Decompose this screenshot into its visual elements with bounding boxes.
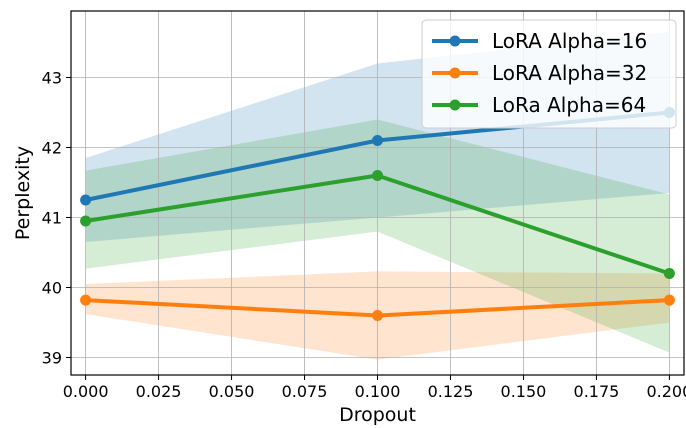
x-tick-label-4: 0.100 (355, 382, 401, 401)
point-series-2-2 (663, 268, 675, 279)
legend-label-1: LoRA Alpha=32 (492, 61, 647, 85)
x-axis-ticks: 0.000 0.025 0.050 0.075 0.100 0.125 0.150 0.175… (63, 375, 686, 401)
y-axis-ticks: 39 40 41 42 43 (42, 69, 71, 368)
y-tick-label-3: 42 (42, 139, 62, 158)
legend-marker-0 (449, 35, 461, 47)
point-series-1-1 (372, 310, 383, 321)
point-series-0-0 (80, 194, 92, 206)
x-tick-label-2: 0.050 (209, 382, 255, 401)
x-tick-label-3: 0.075 (282, 382, 328, 401)
y-tick-label-4: 43 (42, 69, 62, 88)
point-series-2-0 (80, 215, 92, 227)
x-tick-label-7: 0.175 (574, 382, 620, 401)
series-points (80, 107, 675, 321)
legend: LoRA Alpha=16 LoRA Alpha=32 LoRa Alpha=64 (421, 19, 677, 129)
legend-marker-1 (449, 67, 461, 79)
legend-label-2: LoRa Alpha=64 (492, 93, 646, 117)
y-axis-label: Perplexity (12, 146, 34, 240)
point-series-1-0 (80, 294, 92, 306)
point-series-0-1 (372, 135, 383, 146)
x-tick-label-0: 0.000 (63, 382, 109, 401)
x-tick-label-5: 0.125 (428, 382, 474, 401)
y-tick-label-0: 39 (42, 349, 62, 368)
legend-box (421, 19, 677, 129)
point-series-2-1 (372, 170, 383, 181)
y-tick-label-1: 40 (42, 279, 62, 298)
x-tick-label-8: 0.200 (646, 382, 686, 401)
x-axis-label: Dropout (339, 404, 416, 426)
x-tick-label-1: 0.025 (136, 382, 182, 401)
y-tick-label-2: 41 (42, 209, 62, 228)
x-tick-label-6: 0.150 (501, 382, 547, 401)
point-series-1-2 (663, 294, 675, 306)
legend-marker-2 (449, 99, 461, 111)
legend-label-0: LoRA Alpha=16 (492, 29, 647, 53)
